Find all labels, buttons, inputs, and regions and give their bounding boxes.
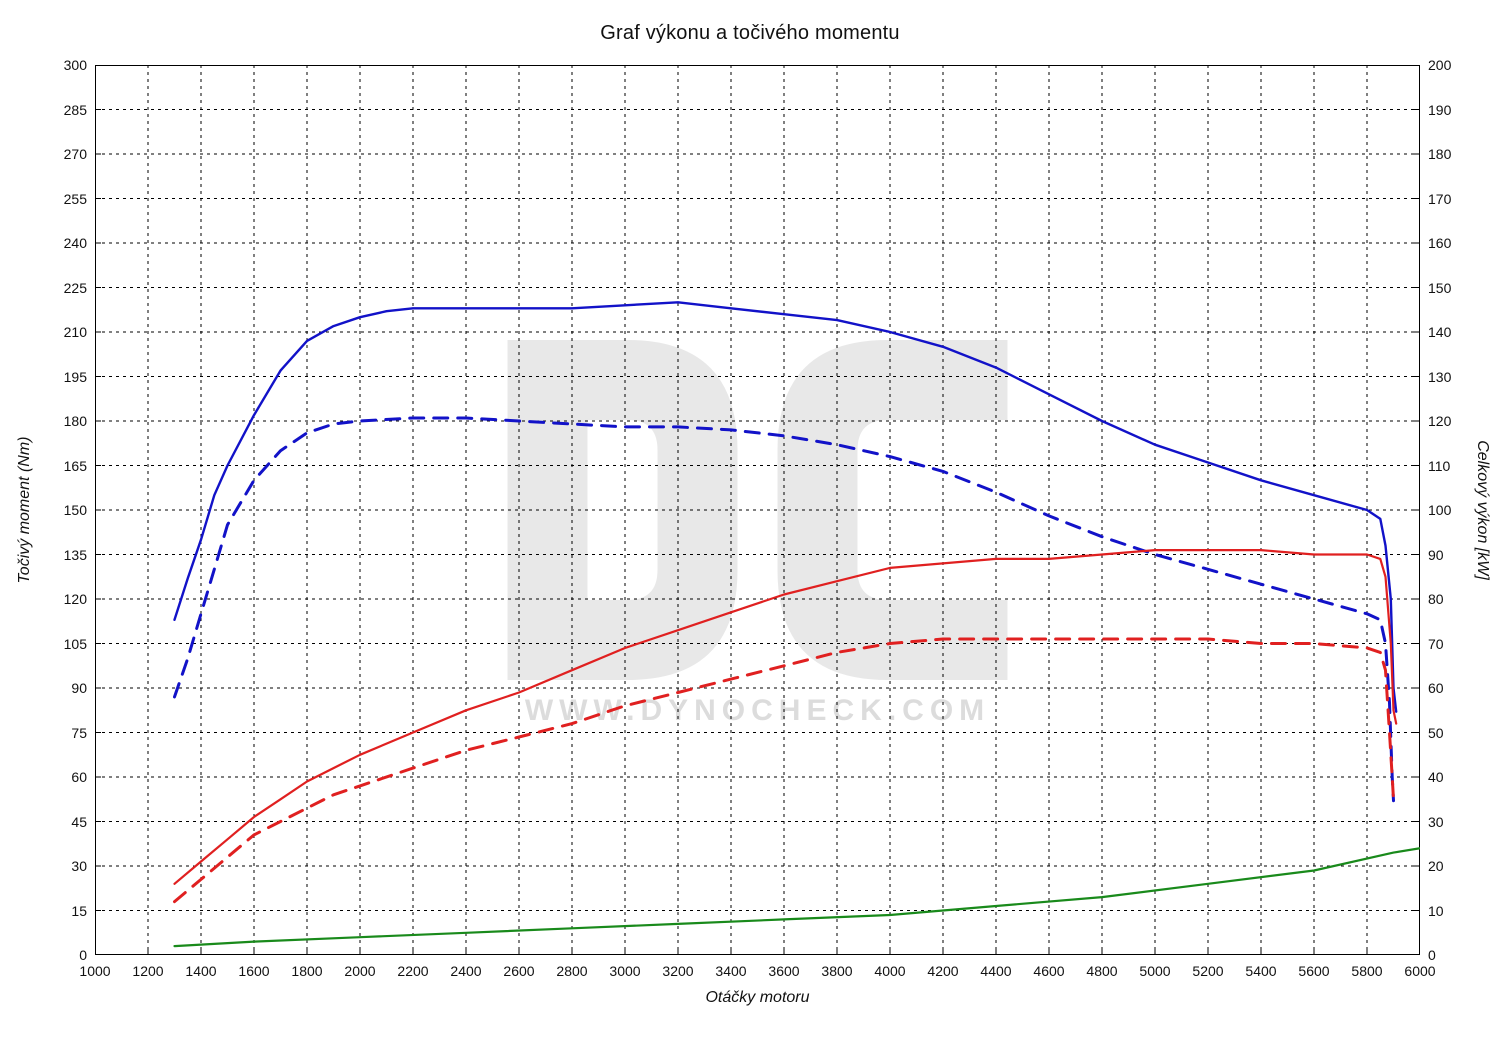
y-right-tick-label: 30 (1428, 814, 1444, 830)
x-tick-label: 3200 (662, 963, 693, 979)
y-left-tick-label: 150 (64, 502, 87, 518)
y-left-tick-label: 165 (64, 458, 87, 474)
x-tick-label: 6000 (1404, 963, 1435, 979)
x-tick-label: 5600 (1298, 963, 1329, 979)
y-left-tick-label: 225 (64, 280, 87, 296)
x-tick-label: 4800 (1086, 963, 1117, 979)
x-tick-label: 1600 (238, 963, 269, 979)
x-axis-label: Otáčky motoru (95, 989, 1420, 1007)
y-left-tick-label: 0 (79, 947, 87, 963)
x-tick-label: 1400 (185, 963, 216, 979)
x-tick-label: 3800 (821, 963, 852, 979)
y-right-tick-label: 90 (1428, 547, 1444, 563)
y-right-tick-label: 80 (1428, 591, 1444, 607)
x-tick-label: 4000 (874, 963, 905, 979)
y-right-tick-label: 110 (1428, 458, 1450, 474)
x-tick-label: 5400 (1245, 963, 1276, 979)
y-left-tick-label: 135 (64, 547, 87, 563)
y-left-tick-label: 195 (64, 369, 87, 385)
y-left-tick-label: 240 (64, 235, 87, 251)
x-tick-label: 2800 (556, 963, 587, 979)
y-left-tick-label: 270 (64, 146, 87, 162)
x-tick-label: 3400 (715, 963, 746, 979)
y-left-tick-label: 285 (64, 102, 87, 118)
x-tick-label: 3600 (768, 963, 799, 979)
series-power_stock (175, 639, 1394, 902)
y-axis-left-label: Točivý moment (Nm) (16, 437, 34, 584)
x-tick-label: 5000 (1139, 963, 1170, 979)
x-tick-label: 1800 (291, 963, 322, 979)
y-right-tick-label: 100 (1428, 502, 1451, 518)
y-left-tick-label: 90 (71, 680, 87, 696)
y-left-tick-label: 255 (64, 191, 87, 207)
y-right-tick-label: 160 (1428, 235, 1451, 251)
x-tick-label: 2600 (503, 963, 534, 979)
plot-svg: WWW.DYNOCHECK.COM (95, 65, 1420, 955)
y-left-tick-label: 210 (64, 324, 87, 340)
y-right-tick-label: 140 (1428, 324, 1451, 340)
x-tick-label: 1000 (79, 963, 110, 979)
y-right-tick-label: 40 (1428, 769, 1444, 785)
y-right-tick-label: 20 (1428, 858, 1444, 874)
x-tick-label: 4200 (927, 963, 958, 979)
y-left-tick-label: 105 (64, 636, 87, 652)
y-right-tick-label: 10 (1428, 903, 1444, 919)
x-tick-label: 1200 (132, 963, 163, 979)
svg-text:WWW.DYNOCHECK.COM: WWW.DYNOCHECK.COM (525, 694, 990, 727)
y-left-tick-label: 60 (71, 769, 87, 785)
y-right-tick-label: 200 (1428, 57, 1451, 73)
y-left-tick-label: 120 (64, 591, 87, 607)
y-right-tick-label: 60 (1428, 680, 1444, 696)
y-left-tick-label: 180 (64, 413, 87, 429)
series-loss_power (175, 848, 1421, 946)
y-left-tick-label: 30 (71, 858, 87, 874)
y-axis-right-label: Celkový výkon [kW] (1473, 440, 1491, 580)
chart-title: Graf výkonu a točivého momentu (0, 22, 1500, 45)
y-right-tick-label: 50 (1428, 725, 1444, 741)
y-left-tick-label: 300 (64, 57, 87, 73)
y-right-tick-label: 0 (1428, 947, 1436, 963)
y-right-tick-label: 180 (1428, 146, 1451, 162)
y-right-tick-label: 120 (1428, 413, 1451, 429)
x-tick-label: 5200 (1192, 963, 1223, 979)
y-left-tick-label: 15 (71, 903, 87, 919)
y-right-tick-label: 70 (1428, 636, 1444, 652)
chart-root: Graf výkonu a točivého momentu WWW.DYNOC… (0, 0, 1500, 1041)
y-left-tick-label: 45 (71, 814, 87, 830)
y-right-tick-label: 130 (1428, 369, 1451, 385)
y-right-tick-label: 190 (1428, 102, 1451, 118)
x-tick-label: 5800 (1351, 963, 1382, 979)
x-tick-label: 4400 (980, 963, 1011, 979)
x-tick-label: 2000 (344, 963, 375, 979)
x-tick-label: 2200 (397, 963, 428, 979)
x-tick-label: 3000 (609, 963, 640, 979)
y-right-tick-label: 170 (1428, 191, 1451, 207)
x-tick-label: 2400 (450, 963, 481, 979)
y-right-tick-label: 150 (1428, 280, 1451, 296)
x-tick-label: 4600 (1033, 963, 1064, 979)
y-left-tick-label: 75 (71, 725, 87, 741)
